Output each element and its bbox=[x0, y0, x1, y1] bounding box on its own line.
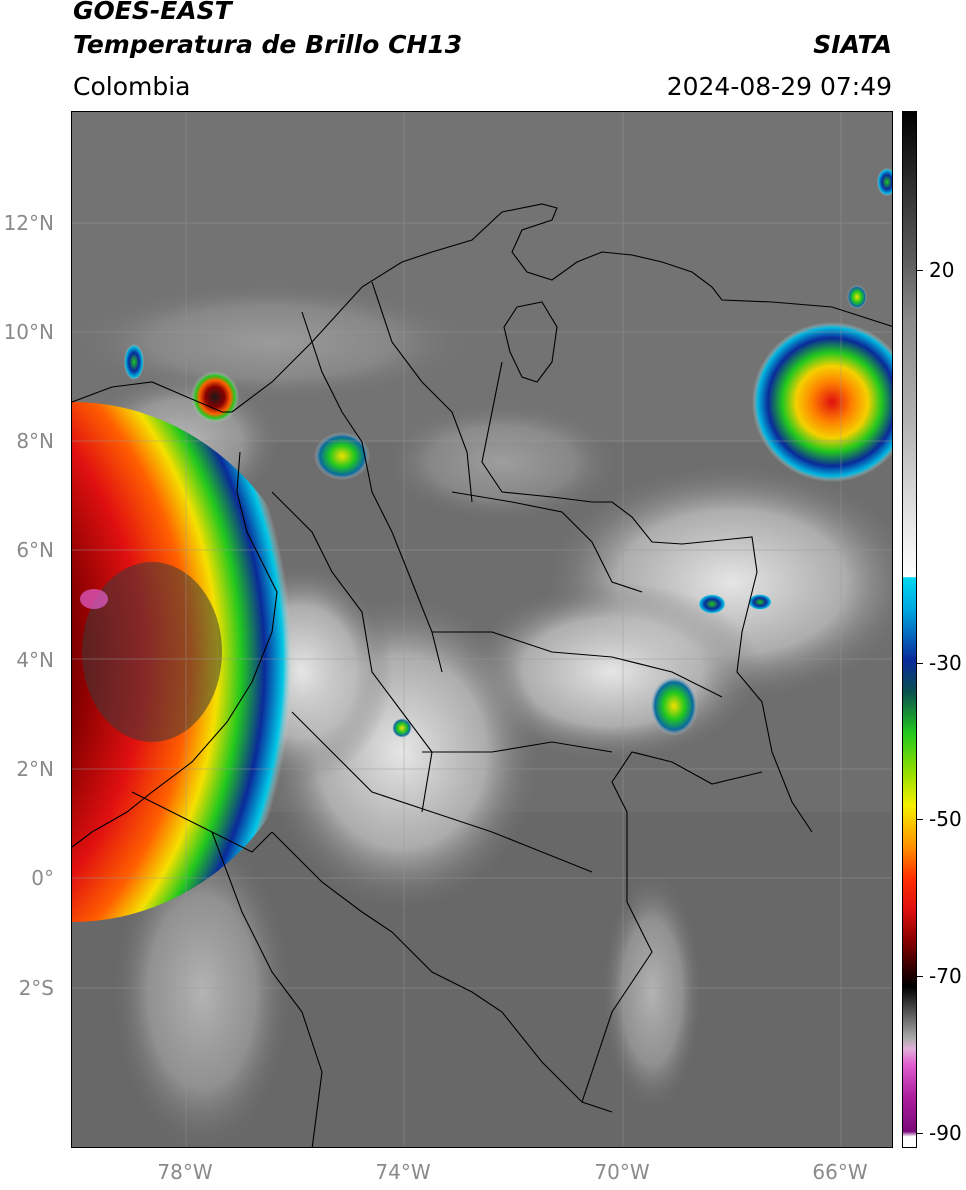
colorbar-label-minus70: -70 bbox=[929, 964, 962, 988]
colorbar-label-minus90: -90 bbox=[929, 1121, 962, 1145]
caribbean-coastline bbox=[231, 203, 892, 413]
colorbar-tick-minus50 bbox=[917, 819, 923, 821]
lat-tick-6n: 6°N bbox=[16, 538, 54, 562]
product-title: Temperatura de Brillo CH13 bbox=[73, 30, 463, 59]
small-cell-b bbox=[748, 594, 772, 610]
colorbar-label-20: 20 bbox=[929, 258, 955, 282]
ecuador-peru-border bbox=[211, 831, 323, 1147]
colorbar-tick-20 bbox=[917, 270, 923, 272]
colombia-peru-border bbox=[271, 831, 583, 1103]
lon-tick-78w: 78°W bbox=[157, 1160, 213, 1184]
lat-tick-2s: 2°S bbox=[18, 976, 54, 1000]
satellite-map bbox=[71, 111, 893, 1148]
lat-tick-12n: 12°N bbox=[3, 211, 54, 235]
internal-dept-d bbox=[432, 631, 723, 698]
colorbar-label-minus50: -50 bbox=[929, 807, 962, 831]
internal-dept-g bbox=[451, 491, 643, 593]
internal-dept-c bbox=[271, 491, 433, 813]
pacific-mcs-core bbox=[82, 562, 222, 742]
agency-label: SIATA bbox=[813, 30, 892, 59]
orinoquia-cell bbox=[650, 676, 698, 736]
lat-tick-2n: 2°N bbox=[16, 757, 54, 781]
colorbar bbox=[902, 111, 917, 1148]
satellite-title: GOES-EAST bbox=[73, 0, 232, 25]
boundaries bbox=[72, 203, 892, 1147]
small-cell-d bbox=[124, 344, 144, 380]
cloud-cover bbox=[72, 282, 892, 1147]
lat-tick-10n: 10°N bbox=[3, 320, 54, 344]
small-cell-e bbox=[847, 285, 867, 309]
internal-dept-e bbox=[422, 741, 613, 753]
antioquia-cell bbox=[314, 432, 370, 480]
colorbar-tick-minus70 bbox=[917, 976, 923, 978]
colorbar-tick-minus90 bbox=[917, 1133, 923, 1135]
internal-dept-b bbox=[371, 281, 473, 503]
pacific-mcs-coldest bbox=[80, 589, 108, 609]
gridlines bbox=[72, 112, 892, 1147]
lat-tick-4n: 4°N bbox=[16, 648, 54, 672]
small-cell-c bbox=[392, 718, 412, 738]
internal-dept-f bbox=[291, 711, 593, 873]
region-label: Colombia bbox=[73, 72, 191, 101]
colombia-brazil-border bbox=[581, 751, 763, 1113]
colorbar-tick-minus30 bbox=[917, 663, 923, 665]
lat-tick-0: 0° bbox=[31, 866, 54, 890]
colorbar-label-minus30: -30 bbox=[929, 651, 962, 675]
datetime-label: 2024-08-29 07:49 bbox=[666, 72, 892, 101]
small-cell-a bbox=[698, 594, 726, 614]
uraba-cell bbox=[191, 371, 239, 423]
lon-tick-70w: 70°W bbox=[594, 1160, 650, 1184]
venezuela-storm bbox=[752, 322, 892, 482]
lon-tick-74w: 74°W bbox=[375, 1160, 431, 1184]
maracaibo-lake bbox=[503, 301, 558, 383]
panama-coast bbox=[72, 381, 232, 413]
pacific-coastline bbox=[72, 451, 278, 848]
lon-tick-66w: 66°W bbox=[812, 1160, 868, 1184]
colombia-venezuela-border bbox=[481, 361, 813, 833]
lat-tick-8n: 8°N bbox=[16, 429, 54, 453]
small-cell-f bbox=[877, 168, 892, 196]
map-svg bbox=[72, 112, 892, 1147]
internal-dept-a bbox=[301, 311, 443, 673]
